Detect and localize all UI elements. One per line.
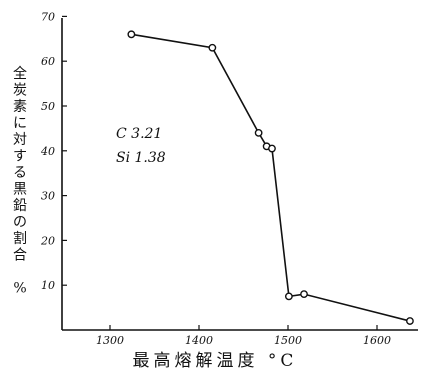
x-tick-label: 1600 [363, 334, 391, 347]
y-tick-label: 10 [41, 279, 55, 292]
data-point [300, 290, 308, 299]
y-axis-label: 全炭素に対する黒鉛の割合 % [13, 65, 27, 297]
data-series [127, 30, 414, 325]
data-point [254, 128, 263, 137]
x-tick-label: 1500 [274, 334, 302, 347]
y-tick-label: 60 [41, 55, 55, 68]
data-point [268, 144, 276, 153]
data-point [406, 317, 414, 325]
annotation-silicon: Si 1.38 [116, 150, 166, 166]
y-tick-label: 30 [41, 190, 55, 203]
x-tick-label: 1300 [96, 334, 124, 347]
annotation-carbon: C 3.21 [116, 126, 162, 142]
series-line [131, 33, 411, 322]
data-point [284, 292, 293, 301]
y-axis-ticks: 10 20 30 40 50 60 70 [40, 10, 67, 292]
y-tick-label: 70 [41, 10, 55, 23]
data-point [127, 30, 136, 39]
y-tick-label: 40 [40, 145, 55, 158]
y-tick-label: 20 [40, 234, 55, 247]
data-point [208, 43, 217, 52]
x-tick-label: 1400 [185, 334, 213, 347]
x-axis-ticks: 1300 1400 1500 1600 [96, 325, 391, 347]
x-axis-label: 最高熔解温度 °C [133, 351, 298, 371]
y-tick-label: 50 [41, 100, 55, 113]
